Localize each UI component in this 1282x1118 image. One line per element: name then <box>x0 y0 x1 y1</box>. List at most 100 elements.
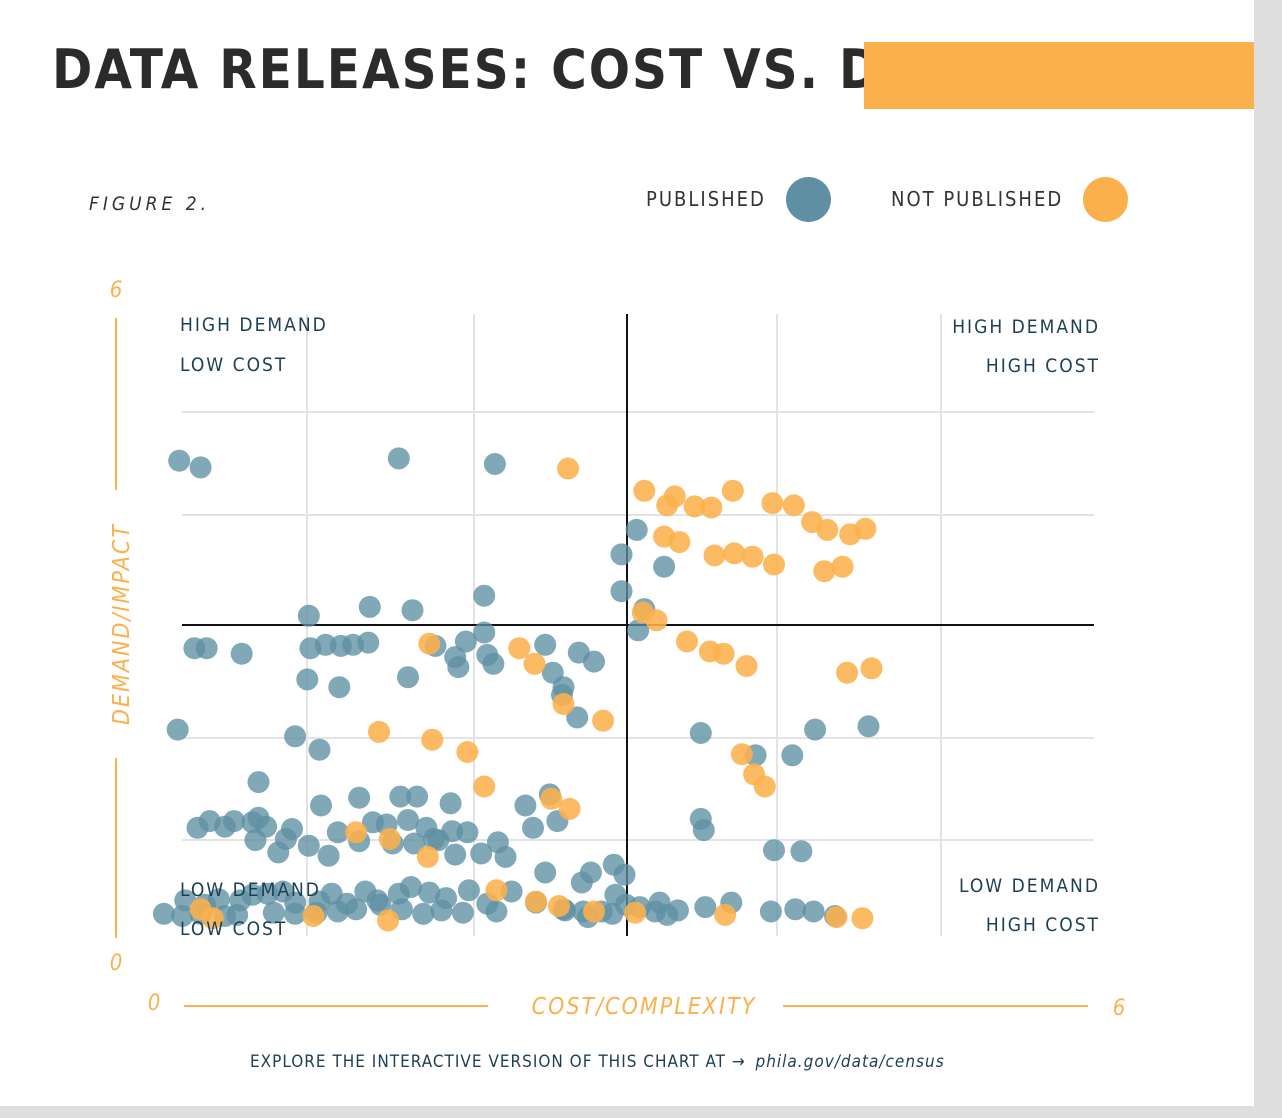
data-point <box>525 890 547 913</box>
data-point <box>836 661 859 684</box>
data-point <box>557 457 580 480</box>
data-point <box>299 637 322 660</box>
data-point <box>759 900 782 923</box>
data-point <box>473 621 496 644</box>
data-point <box>241 811 264 834</box>
data-point <box>308 738 331 761</box>
data-point <box>784 898 807 921</box>
data-point <box>378 828 401 850</box>
data-point <box>610 580 633 603</box>
quadrant-label-top-left-2: LOW COST <box>180 354 287 376</box>
data-point <box>703 544 726 567</box>
data-point <box>326 821 349 844</box>
x-tick-label-max: 6 <box>1113 996 1126 1021</box>
data-point <box>406 785 429 808</box>
data-point <box>583 650 605 673</box>
data-point <box>558 797 581 820</box>
data-point <box>267 841 290 864</box>
data-point <box>357 631 380 654</box>
data-point <box>730 743 753 766</box>
data-point <box>226 903 249 926</box>
data-point <box>473 584 496 607</box>
legend-label-not-published: NOT PUBLISHED <box>891 187 1064 211</box>
data-point <box>400 876 422 898</box>
data-point <box>610 543 633 566</box>
data-point <box>456 741 479 763</box>
legend-item-not-published: NOT PUBLISHED <box>891 176 1129 222</box>
footer-link[interactable]: phila.gov/data/census <box>755 1052 945 1072</box>
data-point <box>168 449 191 472</box>
y-tick-label-max: 6 <box>110 278 123 303</box>
data-point <box>403 832 426 855</box>
data-point <box>656 903 679 926</box>
data-point <box>534 861 557 884</box>
legend-dot-published <box>785 176 831 222</box>
data-point <box>377 909 400 932</box>
data-point <box>457 879 480 902</box>
series-not-published <box>189 457 883 932</box>
y-axis-label: DEMAND/IMPACT <box>109 523 135 725</box>
data-point <box>189 456 212 479</box>
data-point <box>860 657 883 680</box>
quadrant-label-top-right-1: HIGH DEMAND <box>952 316 1100 338</box>
data-point <box>412 902 435 925</box>
data-point <box>712 642 735 665</box>
data-point <box>451 901 474 924</box>
data-point <box>790 840 813 863</box>
data-point <box>534 633 557 656</box>
data-point <box>676 630 698 653</box>
data-point <box>230 642 253 665</box>
data-point <box>523 652 546 675</box>
data-point <box>763 553 785 576</box>
data-point <box>802 900 825 923</box>
data-point <box>485 900 508 923</box>
data-point <box>439 792 462 815</box>
data-point <box>284 725 307 748</box>
data-point <box>397 809 419 831</box>
quadrant-label-top-right-2: HIGH COST <box>986 355 1100 377</box>
data-point <box>552 693 575 715</box>
data-point <box>782 494 805 517</box>
data-point <box>625 518 648 541</box>
data-point <box>389 785 412 808</box>
data-point <box>297 604 320 627</box>
legend-dot-not-published <box>1083 176 1129 222</box>
series-published <box>152 447 880 929</box>
data-point <box>602 853 625 876</box>
data-point <box>326 900 349 923</box>
data-point <box>831 555 854 578</box>
quadrant-label-top-left-1: HIGH DEMAND <box>180 314 328 336</box>
quadrant-label-bottom-right-1: LOW DEMAND <box>959 875 1100 897</box>
legend-item-published: PUBLISHED <box>646 176 831 222</box>
data-point <box>723 542 746 565</box>
page-edge-bottom <box>0 1106 1282 1118</box>
data-point <box>714 903 737 926</box>
data-point <box>418 632 441 655</box>
data-point <box>825 906 848 929</box>
data-point <box>284 902 307 925</box>
data-point <box>296 668 319 691</box>
data-point <box>735 655 758 677</box>
data-point <box>201 907 224 930</box>
data-point <box>328 676 351 699</box>
data-point <box>421 728 444 751</box>
data-point <box>514 794 537 817</box>
data-point <box>317 844 340 867</box>
y-tick-label-min: 0 <box>110 951 123 976</box>
data-point <box>482 652 505 675</box>
data-point <box>854 517 877 540</box>
data-point <box>540 787 563 810</box>
data-point <box>483 453 506 475</box>
data-point <box>741 545 764 568</box>
quadrant-label-bottom-left-2: LOW COST <box>180 918 287 940</box>
data-point <box>485 879 508 902</box>
data-point <box>401 599 424 622</box>
data-point <box>310 794 332 817</box>
data-point <box>302 905 325 927</box>
data-point <box>244 829 267 852</box>
footer-text: EXPLORE THE INTERACTIVE VERSION OF THIS … <box>250 1052 746 1072</box>
data-point <box>470 842 493 865</box>
quadrant-label-bottom-left-1: LOW DEMAND <box>180 879 321 901</box>
title-accent-bar <box>864 42 1254 109</box>
